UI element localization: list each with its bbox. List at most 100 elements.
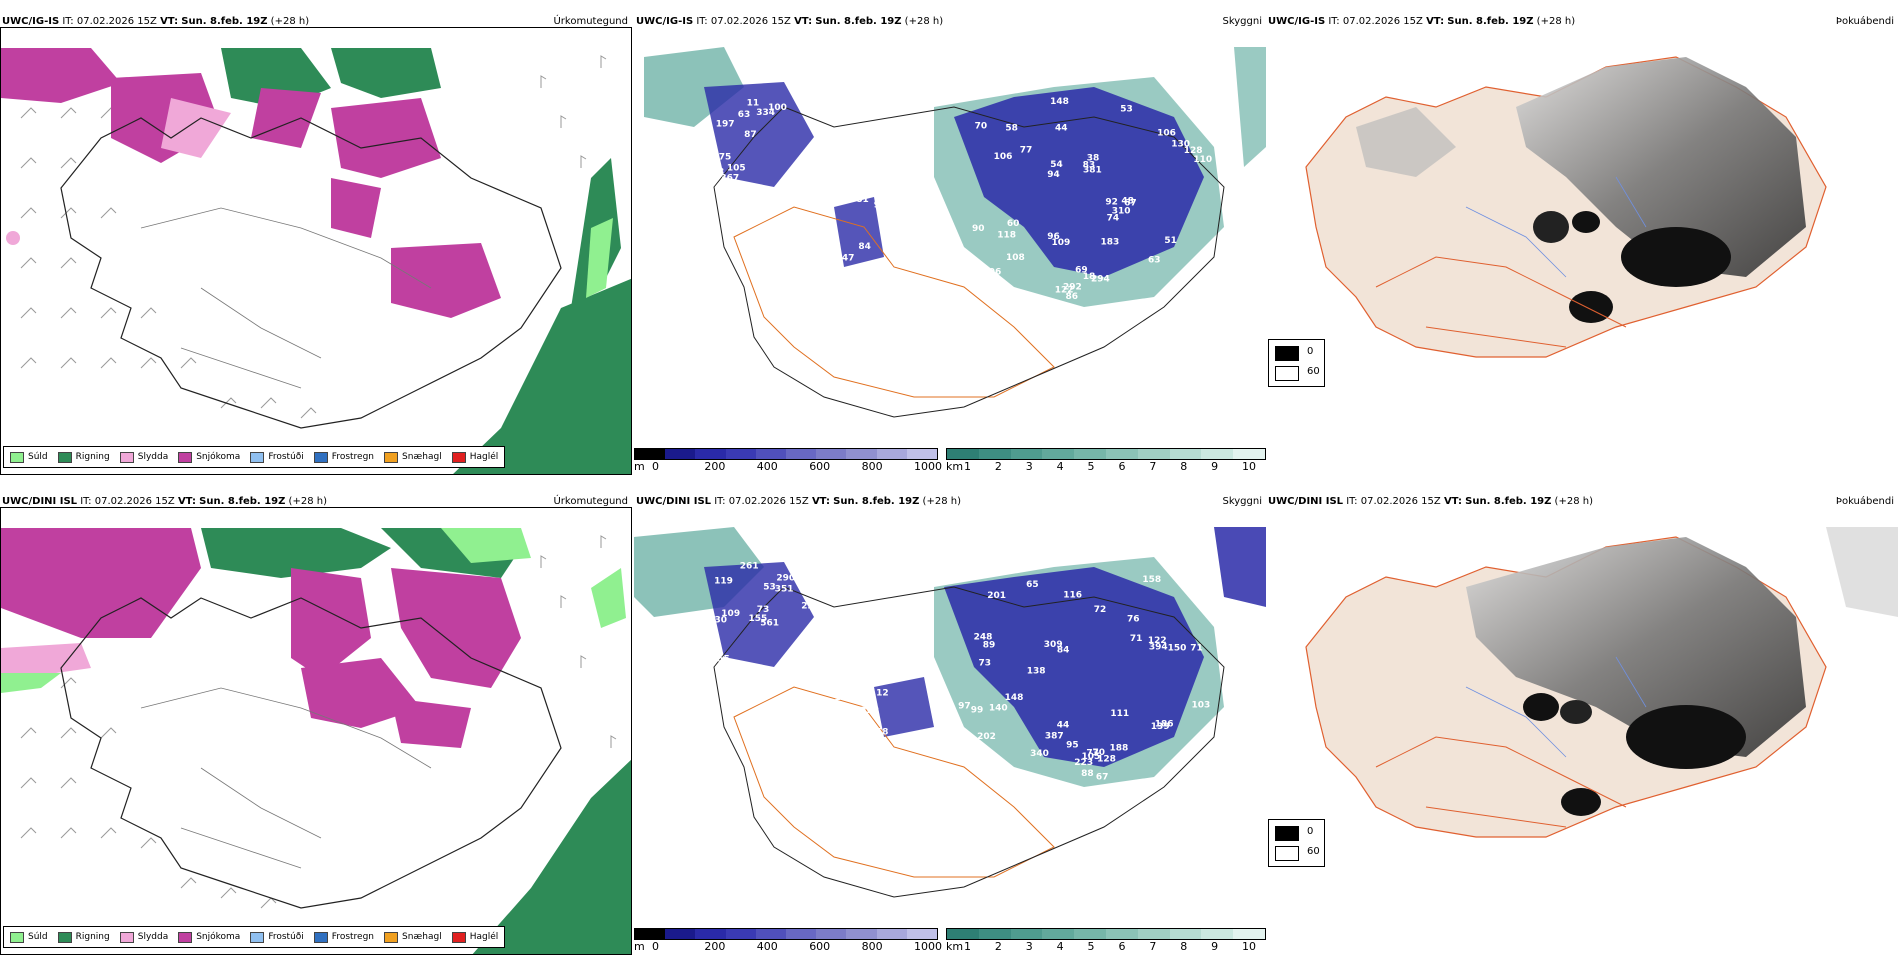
ceiling-value-label: 30 <box>715 616 728 626</box>
it-value: 07.02.2026 15Z <box>94 496 175 507</box>
colorbar-tick: 1 <box>964 460 971 473</box>
legend-label: Frostregn <box>331 452 375 462</box>
ceiling-value-label: 70 <box>975 121 988 131</box>
legend-swatch <box>10 931 24 943</box>
colorbar-step <box>725 929 756 939</box>
colorbar-step <box>846 449 877 459</box>
fog-map[interactable]: 0 60 <box>1266 507 1898 955</box>
ceiling-value-label: 186 <box>1155 720 1174 730</box>
model-name: UWC/IG-IS <box>636 16 694 27</box>
ceiling-value-label: 106 <box>983 268 1002 278</box>
ceiling-value-label: 74 <box>1107 214 1120 224</box>
panel-title: Úrkomutegund <box>553 496 628 507</box>
ceiling-value-label: 63 <box>1148 255 1161 265</box>
colorbar-unit: m <box>634 460 645 473</box>
coastline <box>60 597 562 909</box>
ceiling-value-label: 109 <box>721 609 740 619</box>
ceiling-value-label: 261 <box>740 561 759 571</box>
coastline <box>713 586 1225 898</box>
ceiling-value-label: 97 <box>874 201 887 211</box>
ceiling-value-label: 150 <box>1168 644 1187 654</box>
ceiling-value-label: 103 <box>1192 700 1211 710</box>
ceiling-value-label: 309 <box>1044 640 1063 650</box>
ceiling-map[interactable]: 282 197 86 87 100 367 11 334 75 63 73 105 44 38 67 70 14… <box>634 27 1266 475</box>
colorbar-step <box>695 929 726 939</box>
precip-map[interactable]: Súld Rigning Slydda Snjókoma Frostúði Frostre… <box>0 27 632 475</box>
legend-swatch <box>250 931 265 943</box>
colorbar-unit: km <box>946 460 964 473</box>
ceiling-value-label: 367 <box>720 174 739 184</box>
colorbar-step <box>755 929 787 939</box>
ceiling-panel-row1: UWC/IG-IS IT: 07.02.2026 15Z VT: Sun. 8.… <box>634 12 1266 480</box>
ceiling-value-label: 119 <box>714 576 733 586</box>
legend-swatch <box>10 451 24 463</box>
colorbar-step <box>876 929 907 939</box>
ceiling-value-label: 65 <box>1060 318 1073 328</box>
low-ceiling-area <box>944 567 1204 767</box>
ceiling-value-label: 55 <box>717 655 730 665</box>
ceiling-value-label: 71 <box>1130 634 1143 644</box>
vt-value: Sun. 8.feb. 19Z <box>833 496 920 507</box>
legend-label: Slydda <box>137 932 169 942</box>
legend-swatch <box>451 451 466 463</box>
lead-time: (+28 h) <box>1536 16 1576 27</box>
ceiling-map[interactable]: 261 290 226 155 561 109 119 351 30 53 73 55 65 138 73 7… <box>634 507 1266 955</box>
ceiling-value-label: 140 <box>989 704 1008 714</box>
colorbar-tick: 6 <box>1118 460 1126 473</box>
legend-item: Snæhagl <box>384 451 442 463</box>
colorbar-tick: 200 <box>704 460 726 473</box>
ceiling-value-label: 222 <box>860 706 879 716</box>
colorbar-tick: 8 <box>1180 460 1188 473</box>
ceiling-value-label: 60 <box>1007 219 1020 229</box>
colorbar-tick: 400 <box>756 460 778 473</box>
colorbar-step <box>906 449 938 459</box>
ceiling-value-label: 86 <box>795 94 808 104</box>
ceiling-value-label: 387 <box>1045 731 1064 741</box>
it-label: IT: <box>696 16 708 27</box>
fog-map[interactable]: 0 60 <box>1266 27 1898 475</box>
panel-title: Skyggni <box>1222 16 1262 27</box>
ceiling-value-label: 18 <box>1083 272 1096 282</box>
ceiling-value-label: 334 <box>756 108 775 118</box>
colorbar-step <box>1137 929 1170 939</box>
ceiling-value-label: 83 <box>1083 160 1096 170</box>
ceiling-value-label: 65 <box>1026 580 1039 590</box>
it-value: 07.02.2026 15Z <box>710 16 791 27</box>
vt-label: VT: <box>1426 16 1445 27</box>
ceiling-value-label: 122 <box>1148 636 1167 646</box>
ceiling-value-label: 183 <box>1101 238 1120 248</box>
legend-item: Slydda <box>119 931 169 943</box>
colorbar-tick: 400 <box>756 940 778 953</box>
ceiling-value-label: 158 <box>1142 575 1161 585</box>
legend-label: Slydda <box>137 452 169 462</box>
ceiling-value-label: 88 <box>964 259 977 269</box>
colorbar-step <box>665 929 696 939</box>
vt-label: VT: <box>794 16 813 27</box>
colorbar-step <box>816 449 847 459</box>
colorbar-step <box>635 449 666 459</box>
precip-map[interactable]: Súld Rigning Slydda Snjókoma Frostúði Frostre… <box>0 507 632 955</box>
legend-item: Súld <box>10 931 48 943</box>
legend-label: Súld <box>28 932 48 942</box>
panel-header: UWC/IG-IS IT: 07.02.2026 15Z VT: Sun. 8.… <box>636 16 1262 27</box>
ceiling-value-label: 63 <box>738 110 751 120</box>
colorbar-tick: 3 <box>1025 940 1033 953</box>
colorbar-tick: 3 <box>1025 460 1033 473</box>
ceiling-value-label: 112 <box>870 689 889 699</box>
legend-item: Snæhagl <box>384 931 442 943</box>
lead-time: (+28 h) <box>288 496 327 507</box>
legend-swatch <box>250 451 265 463</box>
ceiling-value-label: 130 <box>1171 140 1190 150</box>
fog-area <box>1516 57 1806 277</box>
ceiling-value-label: 102 <box>1188 109 1207 119</box>
ceiling-value-label: 51 <box>1164 236 1177 246</box>
colorbar-tick: 10 <box>1242 940 1256 953</box>
it-label: IT: <box>1346 496 1358 507</box>
ceiling-value-label: 70 <box>1093 748 1106 758</box>
colorbar-step <box>1042 449 1075 459</box>
colorbar-tick: 9 <box>1211 460 1219 473</box>
ceiling-value-label: 292 <box>1063 282 1082 292</box>
ceiling-value-label: 226 <box>801 602 820 612</box>
legend-item: Haglél <box>451 931 498 943</box>
vt-label: VT: <box>177 496 196 507</box>
